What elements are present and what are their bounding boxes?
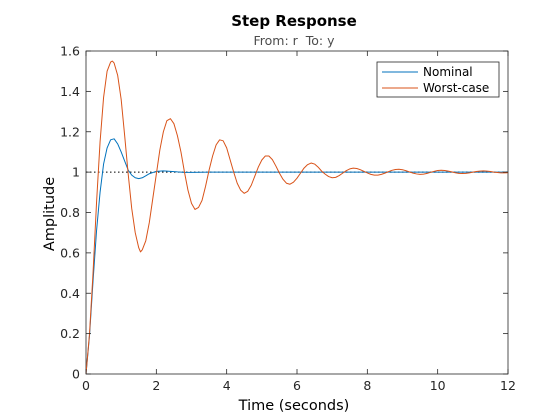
legend-label-nominal: Nominal: [423, 65, 473, 79]
chart-title: Step Response: [231, 12, 357, 30]
chart-subtitle: From: r To: y: [254, 33, 336, 48]
x-tick-label: 10: [430, 378, 446, 393]
y-tick-label: 1: [72, 165, 80, 180]
y-tick-label: 0.4: [60, 286, 80, 301]
y-axis-ticks: 0 0.2 0.4 0.6 0.8 1 1.2 1.4 1.6: [60, 44, 508, 382]
x-axis-ticks: 0 2 4 6 8 10 12: [82, 51, 516, 393]
y-tick-label: 1.4: [60, 84, 80, 99]
x-tick-label: 4: [223, 378, 231, 393]
x-tick-label: 8: [363, 378, 371, 393]
y-tick-label: 0.6: [60, 245, 80, 260]
x-tick-label: 6: [293, 378, 301, 393]
x-tick-label: 2: [152, 378, 160, 393]
legend: Nominal Worst-case: [376, 61, 500, 98]
series-line-worst-case: [85, 60, 509, 375]
y-tick-label: 1.6: [60, 44, 80, 59]
axes-box: [85, 50, 509, 375]
legend-box: [376, 61, 500, 98]
legend-label-worst-case: Worst-case: [423, 81, 489, 95]
x-tick-label: 0: [82, 378, 90, 393]
series-line-nominal: [85, 138, 508, 375]
x-tick-label: 12: [500, 378, 516, 393]
y-tick-label: 1.2: [60, 124, 80, 139]
x-axis-label: Time (seconds): [238, 398, 350, 414]
plot-area: 0 2 4 6 8 10 12 0 0.2 0.4 0.6 0.8 1 1.2 1.4 1.6: [60, 44, 516, 394]
series-group: [85, 60, 509, 375]
y-tick-label: 0.8: [60, 205, 80, 220]
y-tick-label: 0: [72, 367, 80, 382]
y-tick-label: 0.2: [60, 326, 80, 341]
y-axis-label: Amplitude: [42, 177, 58, 251]
